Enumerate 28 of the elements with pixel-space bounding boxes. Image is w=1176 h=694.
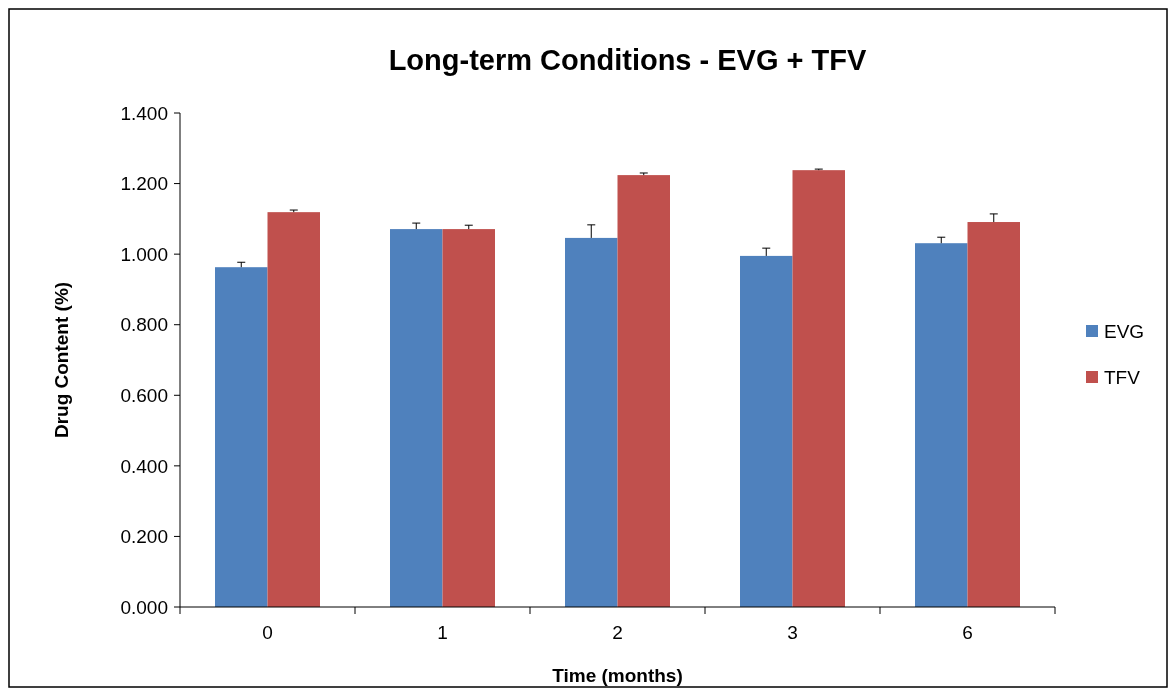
bar [442,229,495,607]
y-tick-label: 1.400 [120,102,168,124]
bar [915,243,968,607]
bar [267,212,320,607]
x-tick-label: 3 [787,622,798,643]
x-tick-label: 2 [612,622,623,643]
x-axis-title: Time (months) [552,665,683,686]
y-tick-label: 0.800 [120,314,168,336]
y-tick-label: 1.200 [120,173,168,195]
bar [617,175,670,607]
legend-label: TFV [1104,366,1141,388]
bar [215,267,268,607]
bar [565,237,618,607]
y-tick-label: 0.200 [120,526,168,548]
chart-title: Long-term Conditions - EVG + TFV [388,44,867,76]
x-tick-label: 0 [262,622,273,643]
y-axis-title: Drug Content (%) [51,281,72,439]
x-tick-label: 1 [437,622,448,643]
y-tick-label: 0.400 [120,455,168,477]
bar [390,229,443,607]
bar [740,255,793,607]
y-tick-label: 0.600 [120,384,168,406]
y-tick-label: 0.000 [120,596,168,618]
bar [967,222,1020,607]
y-tick-label: 1.000 [120,243,168,265]
bar [792,170,845,607]
x-tick-label: 6 [962,622,973,643]
legend-label: EVG [1104,320,1145,342]
